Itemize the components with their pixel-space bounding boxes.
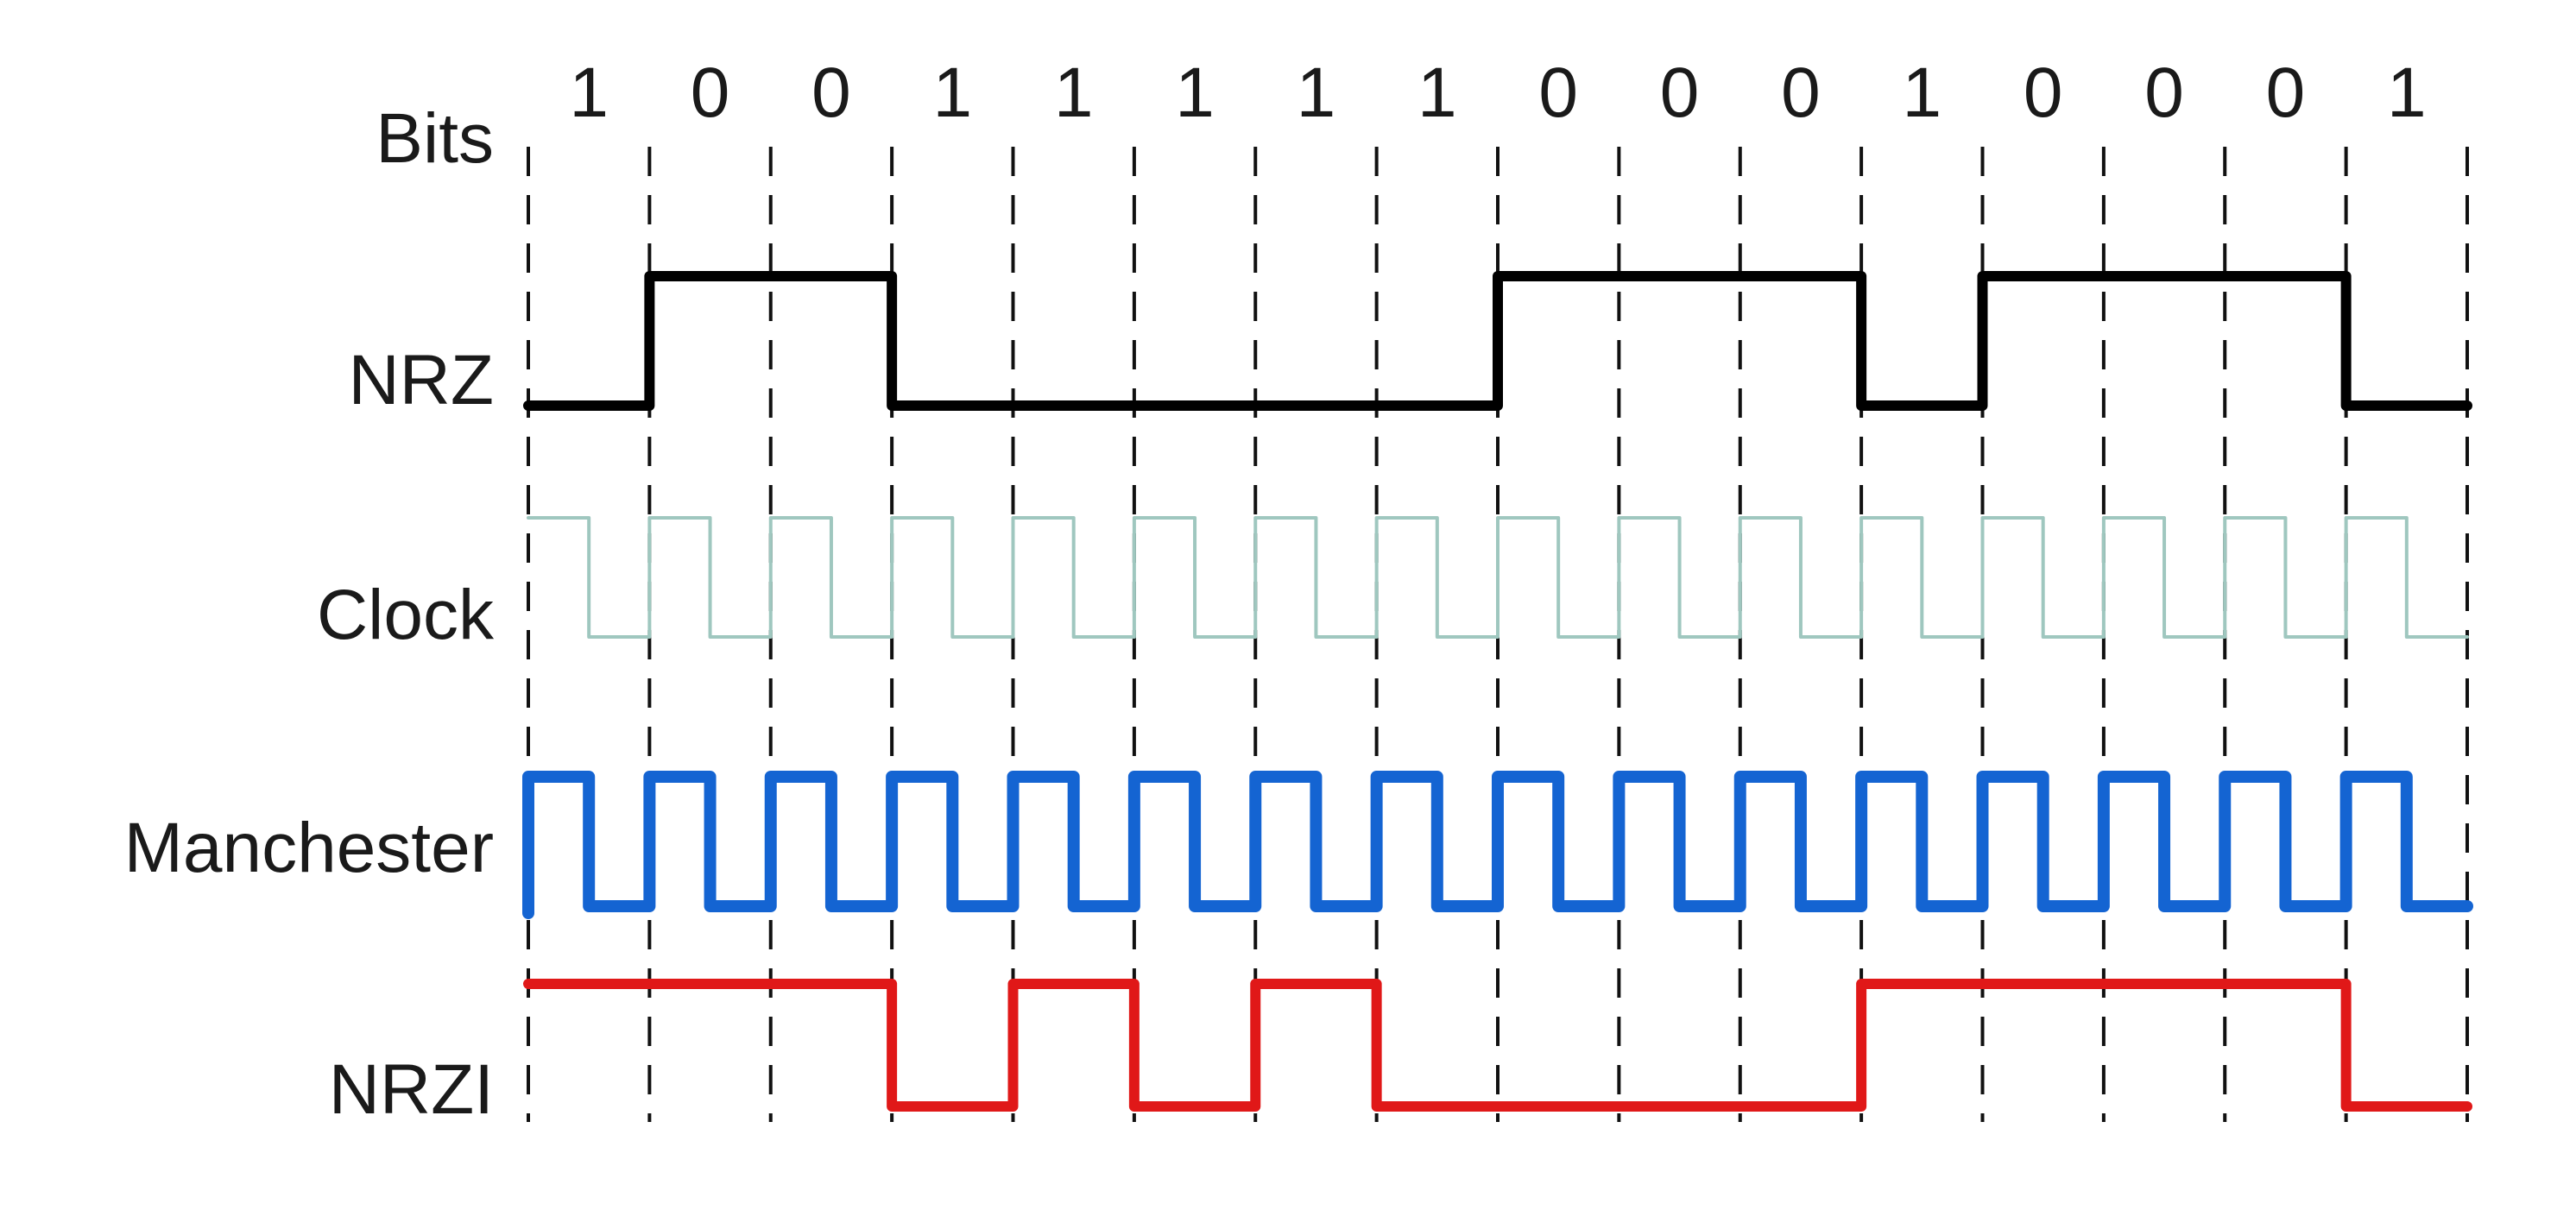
bit-label: 1 <box>569 54 609 132</box>
clock-signal <box>527 516 2469 639</box>
row-label-manchester: Manchester <box>124 809 494 887</box>
bit-label: 0 <box>2024 54 2063 132</box>
bit-label: 0 <box>1660 54 1700 132</box>
nrzi-signal <box>523 979 2472 1112</box>
row-label-clock: Clock <box>317 576 495 654</box>
bit-label: 0 <box>1781 54 1821 132</box>
row-label-nrz: NRZ <box>348 341 494 419</box>
bit-label: 1 <box>1903 54 1942 132</box>
bit-label: 0 <box>2144 54 2184 132</box>
bit-label: 1 <box>1175 54 1215 132</box>
manchester-signal <box>522 771 2473 919</box>
bit-label: 0 <box>2266 54 2306 132</box>
bit-label: 1 <box>1297 54 1336 132</box>
bit-label: 0 <box>811 54 851 132</box>
bit-label: 1 <box>2387 54 2427 132</box>
bit-labels: 1 0 0 1 1 1 1 1 0 0 0 1 0 0 0 1 <box>569 54 2426 132</box>
bit-label: 1 <box>1054 54 1094 132</box>
bit-label: 0 <box>1538 54 1578 132</box>
nrz-signal <box>523 271 2472 411</box>
bit-label: 0 <box>691 54 730 132</box>
row-label-bits: Bits <box>376 99 494 178</box>
bit-label: 1 <box>933 54 973 132</box>
bit-label: 1 <box>1417 54 1457 132</box>
row-label-nrzi: NRZI <box>329 1050 494 1129</box>
